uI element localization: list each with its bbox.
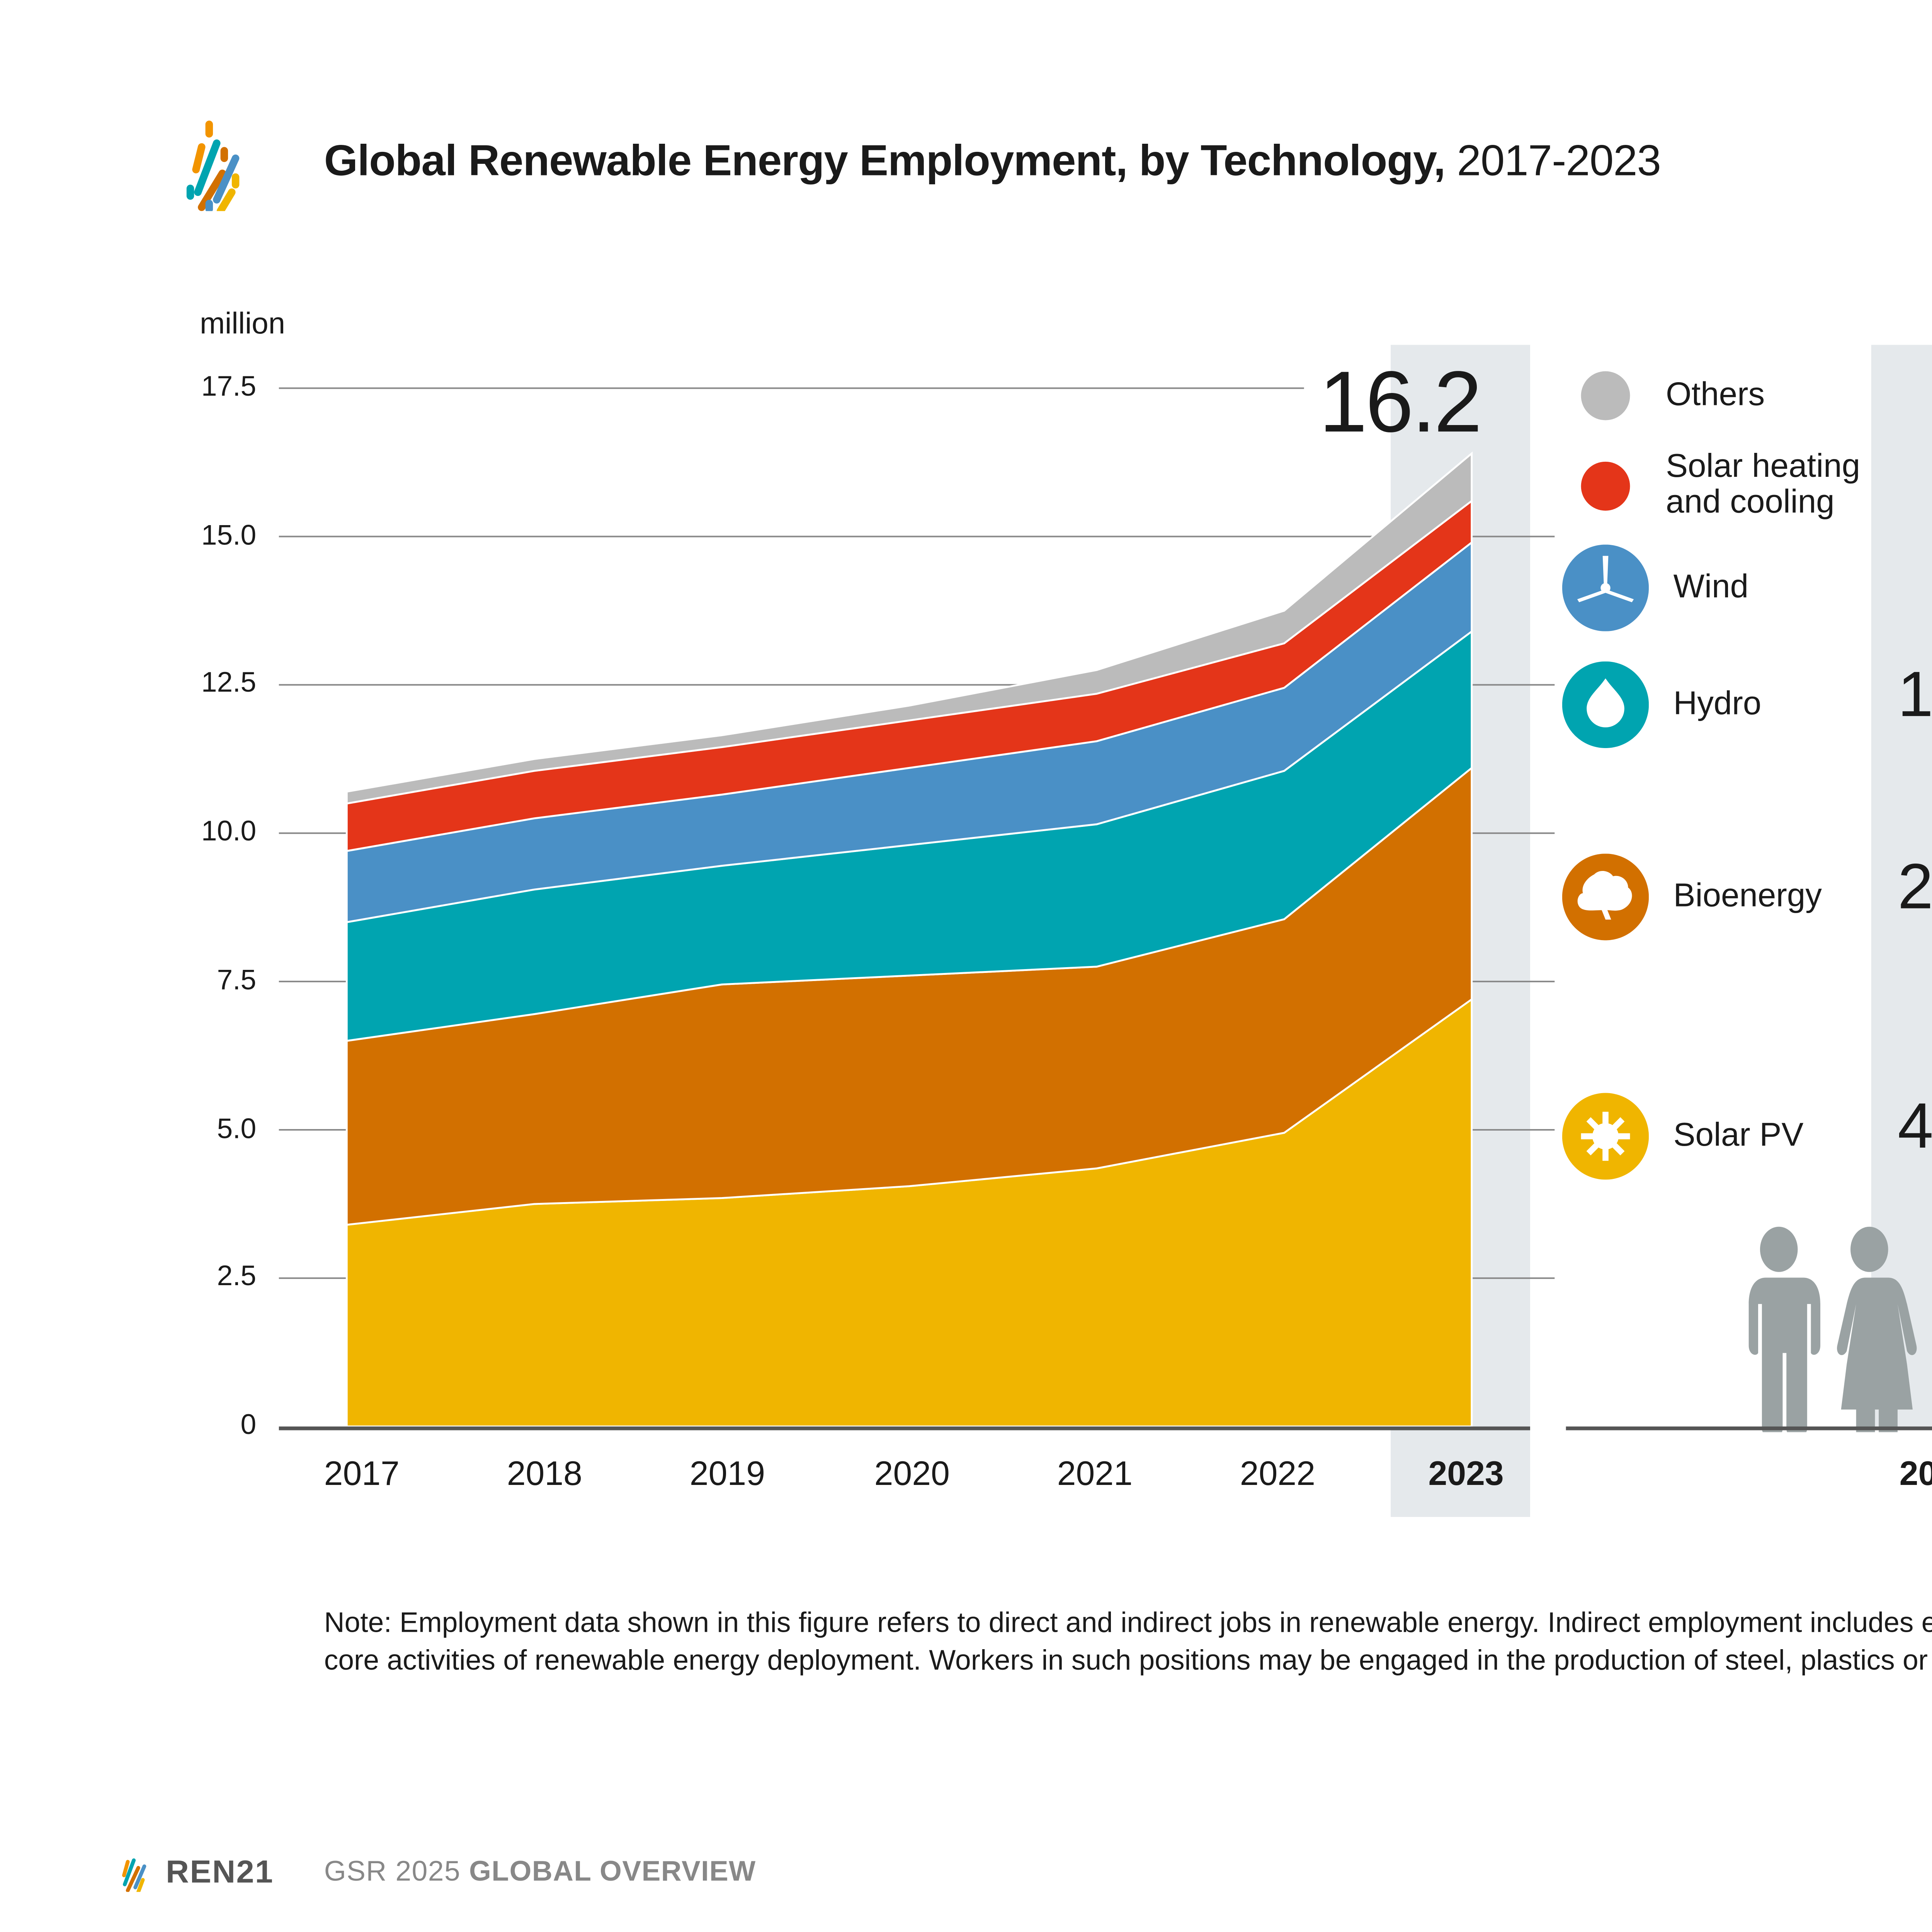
footer-doc-light: GSR 2025 — [324, 1856, 461, 1888]
share-label-solar-heating-cooling: Solar heating and cooling — [1666, 446, 1861, 520]
x-tick-label: 2020 — [874, 1454, 950, 1493]
y-tick-label: 7.5 — [217, 964, 257, 997]
footer-logo-icon — [122, 1858, 146, 1892]
y-tick-label: 15.0 — [201, 519, 257, 552]
ren21-logo-icon — [186, 121, 240, 211]
grey-dot-icon — [1581, 371, 1630, 420]
y-tick-label: 2.5 — [217, 1261, 257, 1293]
x-tick-label: 2018 — [507, 1454, 583, 1493]
footer-doc-bold: GLOBAL OVERVIEW — [469, 1856, 756, 1888]
footer-document: GSR 2025 GLOBAL OVERVIEW — [324, 1856, 756, 1888]
area-others — [345, 451, 1473, 805]
share-label-wind: Wind — [1673, 567, 1749, 605]
share-pct-bioenergy: 24% — [1898, 852, 1932, 923]
total-2023-label: 16.2 — [1319, 352, 1482, 451]
people-man-woman-icon — [1748, 1226, 1917, 1432]
y-tick-label: 12.5 — [201, 668, 257, 700]
chart-title: Global Renewable Energy Employment, by T… — [324, 136, 1661, 187]
sun-icon — [1562, 1093, 1649, 1189]
area-bioenergy — [345, 766, 1473, 1226]
share-year-label: 2023 — [1899, 1454, 1932, 1493]
x-tick-label: 2021 — [1057, 1454, 1133, 1493]
chart-title-main: Global Renewable Energy Employment, by T… — [324, 136, 1446, 185]
y-axis-unit: million — [199, 309, 286, 341]
area-solar-pv — [345, 997, 1473, 1428]
y-tick-label: 17.5 — [201, 371, 257, 403]
x-tick-label: 2023 — [1428, 1454, 1504, 1493]
tree-icon — [1562, 854, 1649, 950]
y-tick-label: 10.0 — [201, 816, 257, 849]
baseline-right — [1566, 1426, 1932, 1430]
x-tick-label: 2022 — [1240, 1454, 1316, 1493]
area-hydro — [345, 629, 1473, 1042]
footer-brand: REN21 — [166, 1854, 274, 1890]
share-pct-solar-pv: 44% — [1898, 1091, 1932, 1163]
water-drop-icon — [1562, 661, 1649, 758]
red-dot-icon — [1581, 461, 1630, 511]
share-label-others: Others — [1666, 375, 1765, 413]
wind-turbine-icon — [1562, 544, 1649, 641]
footnote: Note: Employment data shown in this figu… — [324, 1607, 1932, 1677]
share-pct-hydro: 14% — [1898, 659, 1932, 731]
share-label-hydro: Hydro — [1673, 684, 1762, 722]
share-pct-others: 5% — [1884, 350, 1932, 424]
share-label-solar-pv: Solar PV — [1673, 1116, 1804, 1153]
share-label-bioenergy: Bioenergy — [1673, 876, 1822, 914]
share-pct-wind: 9% — [1884, 543, 1932, 616]
share-pct-solar-heating-cooling: 4% — [1884, 460, 1932, 533]
highlight-column-2023 — [1391, 345, 1530, 1517]
y-tick-label: 0 — [240, 1409, 257, 1442]
chart-title-years: 2017-2023 — [1457, 136, 1661, 185]
y-tick-label: 5.0 — [217, 1113, 257, 1145]
area-wind — [345, 540, 1473, 923]
x-tick-label: 2017 — [324, 1454, 400, 1493]
x-tick-label: 2019 — [689, 1454, 765, 1493]
area-solar-heating-cooling — [345, 499, 1473, 852]
